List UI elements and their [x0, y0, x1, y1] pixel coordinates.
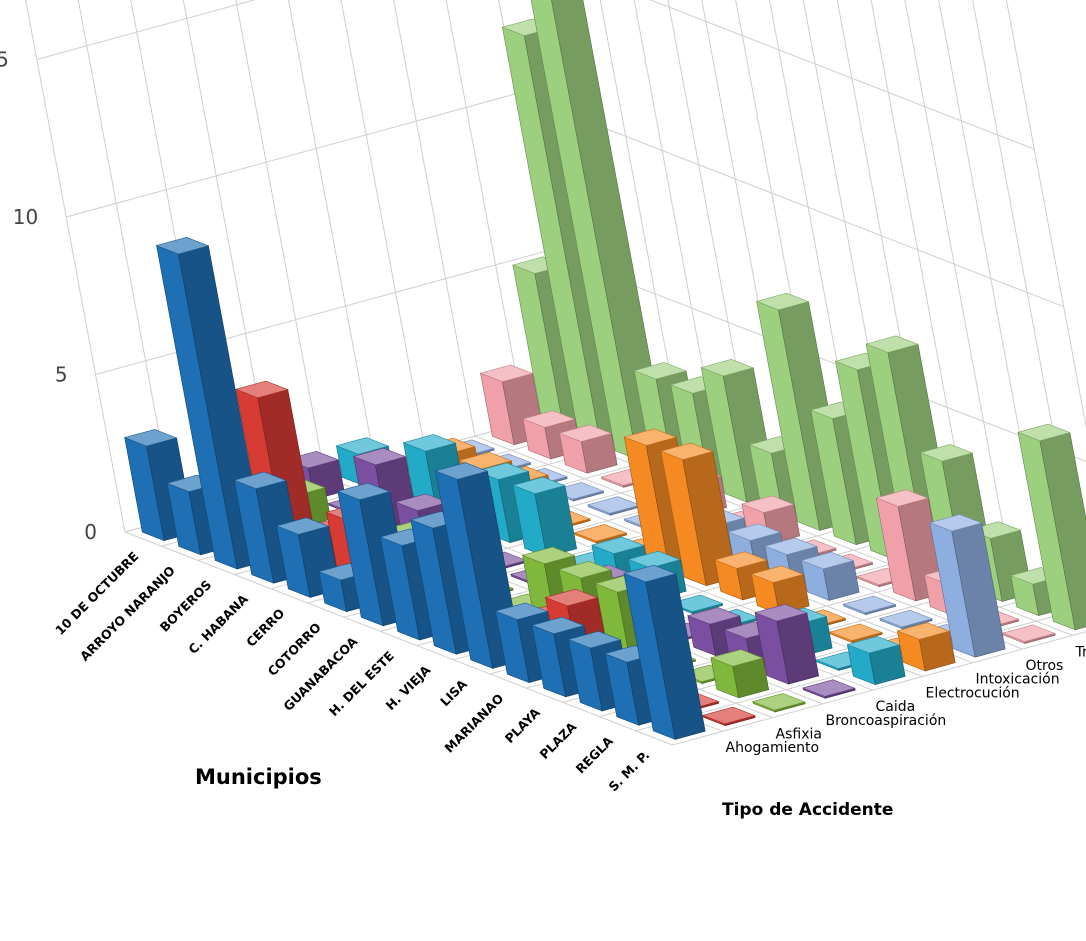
category-label: PLAZA	[537, 719, 580, 762]
bar	[573, 524, 628, 544]
category-label: REGLA	[573, 733, 616, 776]
series-label: Ahogamiento	[726, 740, 820, 756]
gridline	[633, 0, 722, 466]
bar	[586, 496, 641, 516]
gridline	[95, 250, 546, 375]
series-label: Traumatismo	[1075, 644, 1086, 660]
series-label: Broncoaspiración	[826, 713, 947, 729]
bar	[828, 623, 883, 643]
gridline	[672, 631, 1086, 746]
category-label: S. M. P.	[606, 747, 653, 794]
bar	[896, 622, 956, 672]
series-label: Intoxicación	[976, 672, 1060, 688]
bar	[622, 564, 706, 740]
category-label: PLAYA	[502, 705, 543, 746]
series-label: Electrocución	[926, 685, 1020, 701]
gridline	[182, 0, 276, 491]
z-axis-title: Tipo de Accidente	[722, 800, 893, 820]
gridline	[870, 0, 977, 565]
bars	[123, 0, 1086, 740]
category-label: ARROYO NARANJO	[77, 563, 178, 664]
series-label: Otros	[1026, 658, 1064, 674]
bar	[801, 679, 856, 699]
gridline	[36, 0, 256, 60]
y-tick-label: 10	[13, 205, 38, 229]
category-label: 10 DE OCTUBRE	[52, 549, 141, 638]
gridline	[649, 0, 1035, 150]
gridline	[904, 0, 1014, 580]
gridline	[599, 0, 685, 452]
bar	[750, 565, 810, 615]
gridline	[235, 0, 326, 478]
y-tick-label: 5	[55, 363, 68, 387]
gridline	[287, 0, 376, 464]
bar	[928, 514, 1006, 658]
gridline	[1005, 0, 1086, 429]
bar	[846, 636, 906, 686]
bar	[701, 706, 756, 727]
bar	[1017, 423, 1086, 631]
bar	[878, 609, 933, 630]
gridline	[340, 0, 426, 450]
y-tick-labels: 0510152025	[0, 48, 97, 545]
y-tick-label: 0	[84, 520, 97, 544]
category-label: H. VIEJA	[383, 662, 434, 713]
gridline	[393, 0, 476, 437]
gridline	[545, 250, 1086, 462]
bar	[842, 595, 897, 616]
gridline	[124, 531, 673, 746]
series-label: Caida	[876, 699, 916, 715]
x-axis-title: Municipios	[195, 765, 322, 789]
bar	[751, 693, 806, 713]
bar	[754, 604, 820, 685]
y-tick-label: 15	[0, 48, 9, 72]
bar	[512, 476, 578, 558]
category-label: CERRO	[243, 605, 287, 649]
series-label: Asfixia	[776, 726, 822, 742]
gridline	[66, 93, 517, 218]
gridline	[516, 93, 1064, 308]
gridline	[25, 0, 126, 533]
category-label: LISA	[437, 676, 470, 709]
bar	[800, 551, 860, 601]
bar	[1001, 624, 1056, 644]
bar	[659, 442, 737, 587]
bar	[558, 424, 618, 474]
gridline	[667, 0, 758, 480]
gridline	[445, 0, 526, 423]
bar	[479, 364, 545, 446]
bar	[709, 649, 770, 699]
gridline	[77, 0, 176, 519]
